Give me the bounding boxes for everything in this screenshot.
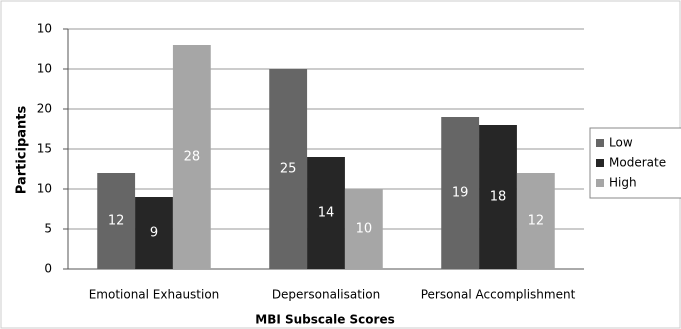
y-tick-label: 15 [37,142,52,156]
x-tick-label: Depersonalisation [272,288,380,302]
y-tick-label: 10 [37,22,52,36]
legend-swatch [596,159,604,167]
bar [307,157,345,269]
y-tick-label: 0 [44,262,52,276]
data-label: 18 [490,190,507,205]
x-tick-label: Personal Accomplishment [421,288,576,302]
data-label: 28 [184,150,201,165]
bar [97,173,136,269]
y-tick-label: 10 [37,62,52,76]
data-label: 12 [528,214,545,229]
bar [516,173,555,269]
data-label: 19 [452,186,469,201]
bar [441,117,480,269]
data-label: 12 [108,214,125,229]
data-label: 25 [280,162,297,177]
data-label: 14 [318,206,335,221]
legend-swatch [596,179,604,187]
legend-label: Moderate [609,156,666,170]
y-tick-label: 5 [44,222,52,236]
bar [135,197,173,269]
y-axis-title: Participants [15,106,30,195]
data-label: 9 [150,226,158,241]
y-tick-label: 20 [37,102,52,116]
bar [269,69,308,269]
legend-box [589,127,681,199]
x-tick-label: Emotional Exhaustion [89,288,220,302]
bar [479,125,517,269]
y-tick-label: 10 [37,182,52,196]
bar [344,189,383,269]
bar [172,45,211,269]
data-label: 10 [356,222,373,237]
x-axis-title: MBI Subscale Scores [255,313,395,327]
legend-label: High [609,176,637,190]
legend-label: Low [609,136,633,150]
legend-swatch [596,139,604,147]
